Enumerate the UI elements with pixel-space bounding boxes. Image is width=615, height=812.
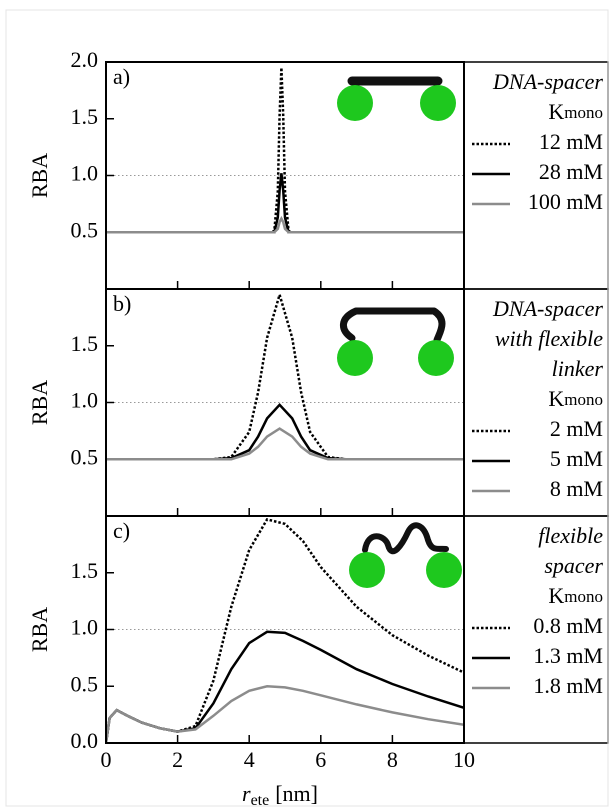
legend-label: 100 mM (528, 189, 603, 214)
y-tick-label: 0.5 (71, 671, 99, 696)
y-tick-label: 2.0 (71, 47, 99, 72)
x-label-var: r (242, 781, 251, 806)
y-tick-label: 1.0 (71, 388, 99, 413)
figure-border (5, 9, 609, 807)
y-tick-label: 1.5 (71, 104, 99, 129)
legend-label: 12 mM (539, 129, 603, 154)
x-tick-label: 8 (387, 747, 398, 772)
series-line (106, 427, 464, 461)
x-label-sub: ete (251, 792, 270, 809)
legend-title: linker (552, 356, 604, 381)
y-tick-label: 0.5 (71, 217, 99, 242)
legend-label: 28 mM (539, 159, 603, 184)
legend-label: 1.8 mM (533, 673, 603, 698)
y-tick-label: 1.5 (71, 331, 99, 356)
x-label-unit: [nm] (275, 781, 318, 806)
legend-label: 5 mM (550, 446, 603, 471)
panel-label: a) (113, 64, 130, 89)
legend-k-sub: mono (564, 390, 603, 409)
y-tick-label: 1.0 (71, 615, 99, 640)
legend-k-sub: mono (564, 587, 603, 606)
x-tick-label: 6 (315, 747, 326, 772)
legend-title: flexible (538, 523, 603, 548)
legend-subtitle: Kmono (548, 99, 603, 124)
x-tick-label: 10 (453, 747, 475, 772)
y-tick-label: 0.5 (71, 444, 99, 469)
x-tick-label: 0 (101, 747, 112, 772)
series-line (106, 290, 464, 461)
legend-label: 1.3 mM (533, 643, 603, 668)
series-line (106, 517, 464, 743)
x-axis-title: rete [nm] (242, 781, 318, 809)
series-line (106, 685, 464, 743)
y-axis-title: RBA (27, 607, 52, 652)
legend-label: 0.8 mM (533, 613, 603, 638)
legend-k-sub: mono (564, 103, 603, 122)
panel: 0.5 1.0 1.5 2.0 12 mM 28 mM 100 mM DNA-spacer Km… (27, 47, 609, 290)
legend-subtitle: Kmono (548, 583, 603, 608)
y-tick-label: 1.0 (71, 161, 99, 186)
legend-title: DNA-spacer (492, 69, 603, 94)
legend-k: K (548, 583, 564, 608)
y-axis-title: RBA (27, 153, 52, 198)
legend-label: 8 mM (550, 476, 603, 501)
panel: 0.0 0.5 1.0 1.5 0 2 4 6 8 10 0.8 mM 1.3 mM 1.8 mM fle… (27, 515, 609, 809)
y-axis-title: RBA (27, 380, 52, 425)
legend-subtitle: Kmono (548, 386, 603, 411)
legend-title: with flexible (495, 326, 603, 351)
legend-title: DNA-spacer (492, 296, 603, 321)
panel-label: b) (113, 291, 131, 316)
series-line (106, 215, 464, 234)
y-tick-label: 0.0 (71, 728, 99, 753)
panel: 0.5 1.0 1.5 2 mM 5 mM 8 mM DNA-spacer with flex… (27, 288, 609, 517)
legend-k: K (548, 99, 564, 124)
x-tick-label: 2 (172, 747, 183, 772)
legend-label: 2 mM (550, 416, 603, 441)
icon-b (337, 307, 454, 376)
icon-a (337, 76, 456, 121)
icon-c (349, 522, 462, 588)
legend-k: K (548, 386, 564, 411)
x-tick-label: 4 (244, 747, 255, 772)
y-tick-label: 1.5 (71, 558, 99, 583)
panel-label: c) (113, 518, 130, 543)
legend-title: spacer (544, 553, 603, 578)
